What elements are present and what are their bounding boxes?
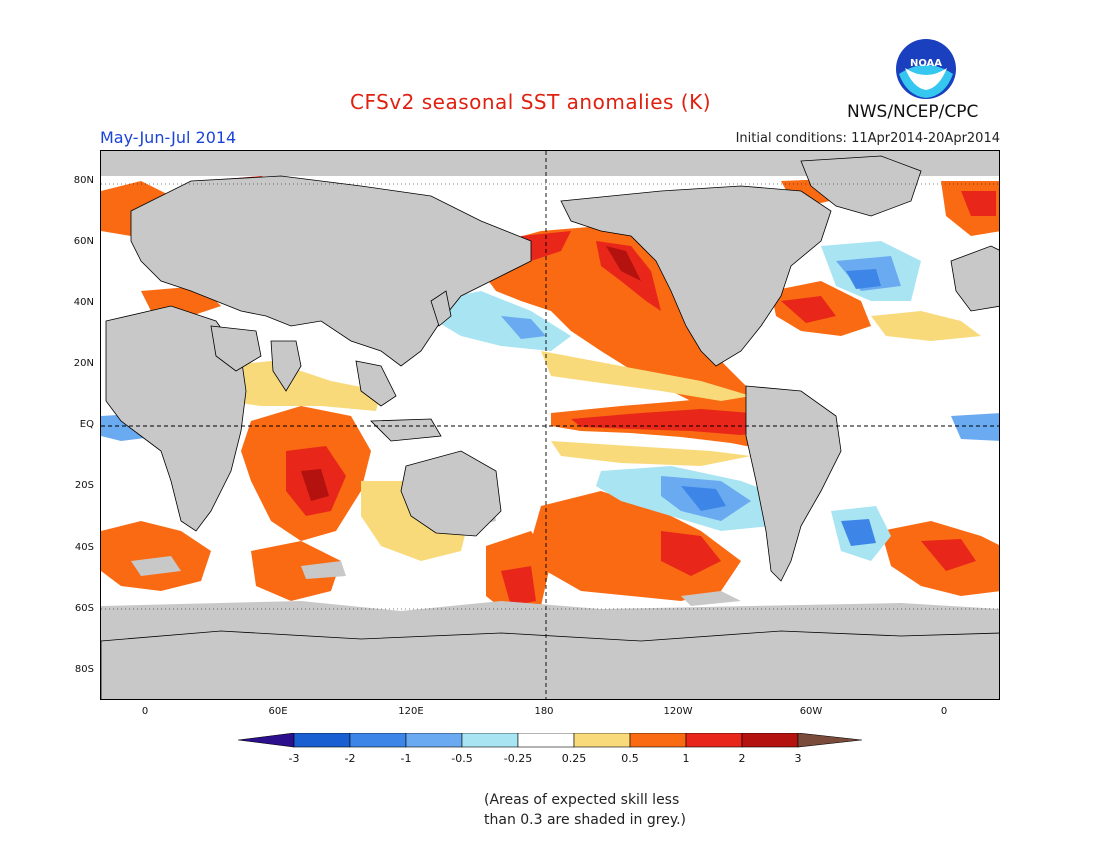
reference-lines <box>101 151 999 699</box>
skill-note-line-2: than 0.3 are shaded in grey.) <box>484 812 687 828</box>
skill-note-line-1: (Areas of expected skill less <box>484 792 680 808</box>
lon-label-180: 180 <box>534 706 554 717</box>
colorbar-tick-label: 3 <box>794 752 802 765</box>
colorbar-swatch <box>405 732 463 748</box>
organization-label: NWS/NCEP/CPC <box>847 102 979 122</box>
colorbar-swatch <box>573 732 631 748</box>
colorbar-swatch <box>741 732 799 748</box>
colorbar-swatch <box>517 732 575 748</box>
colorbar-swatch <box>461 732 519 748</box>
colorbar-tick-label: 2 <box>738 752 746 765</box>
season-label: May-Jun-Jul 2014 <box>100 128 237 147</box>
lon-label-0-east: 0 <box>940 706 948 717</box>
colorbar <box>237 732 863 753</box>
lon-label-0-west: 0 <box>141 706 149 717</box>
colorbar-swatch <box>629 732 687 748</box>
lat-label-40n: 40N <box>73 297 94 308</box>
land-masses <box>101 155 999 699</box>
colorbar-tick-label: -3 <box>288 752 300 765</box>
colorbar-tick-label: -2 <box>344 752 356 765</box>
lat-label-20n: 20N <box>73 358 94 369</box>
anomaly-field-warm <box>101 176 999 616</box>
lon-label-120e: 120E <box>398 706 424 717</box>
colorbar-swatch <box>349 732 407 748</box>
noaa-logo: NOAA <box>895 38 957 100</box>
lat-label-60s: 60S <box>74 603 94 614</box>
lat-label-80n: 80N <box>73 175 94 186</box>
lat-label-eq: EQ <box>79 419 94 430</box>
colorbar-arrow-high <box>797 732 863 748</box>
colorbar-tick-label: 1 <box>682 752 690 765</box>
lat-label-20s: 20S <box>74 480 94 491</box>
lon-label-120w: 120W <box>663 706 693 717</box>
colorbar-tick-label: -0.5 <box>451 752 473 765</box>
colorbar-tick-label: -1 <box>400 752 412 765</box>
colorbar-swatches <box>237 732 863 748</box>
colorbar-tick-label: -0.25 <box>503 752 533 765</box>
lon-label-60e: 60E <box>268 706 288 717</box>
colorbar-tick-label: 0.5 <box>621 752 639 765</box>
svg-text:NOAA: NOAA <box>910 58 942 69</box>
sst-anomaly-map <box>100 150 1000 700</box>
initial-conditions-label: Initial conditions: 11Apr2014-20Apr2014 <box>735 131 1000 146</box>
colorbar-arrow-low <box>237 732 295 748</box>
lat-label-60n: 60N <box>73 236 94 247</box>
chart-title: CFSv2 seasonal SST anomalies (K) <box>350 90 711 114</box>
colorbar-tick-label: 0.25 <box>561 752 587 765</box>
lat-label-80s: 80S <box>74 664 94 675</box>
colorbar-swatch <box>293 732 351 748</box>
colorbar-swatch <box>685 732 743 748</box>
lat-label-40s: 40S <box>74 542 94 553</box>
map-canvas <box>101 151 999 699</box>
lon-label-60w: 60W <box>799 706 823 717</box>
